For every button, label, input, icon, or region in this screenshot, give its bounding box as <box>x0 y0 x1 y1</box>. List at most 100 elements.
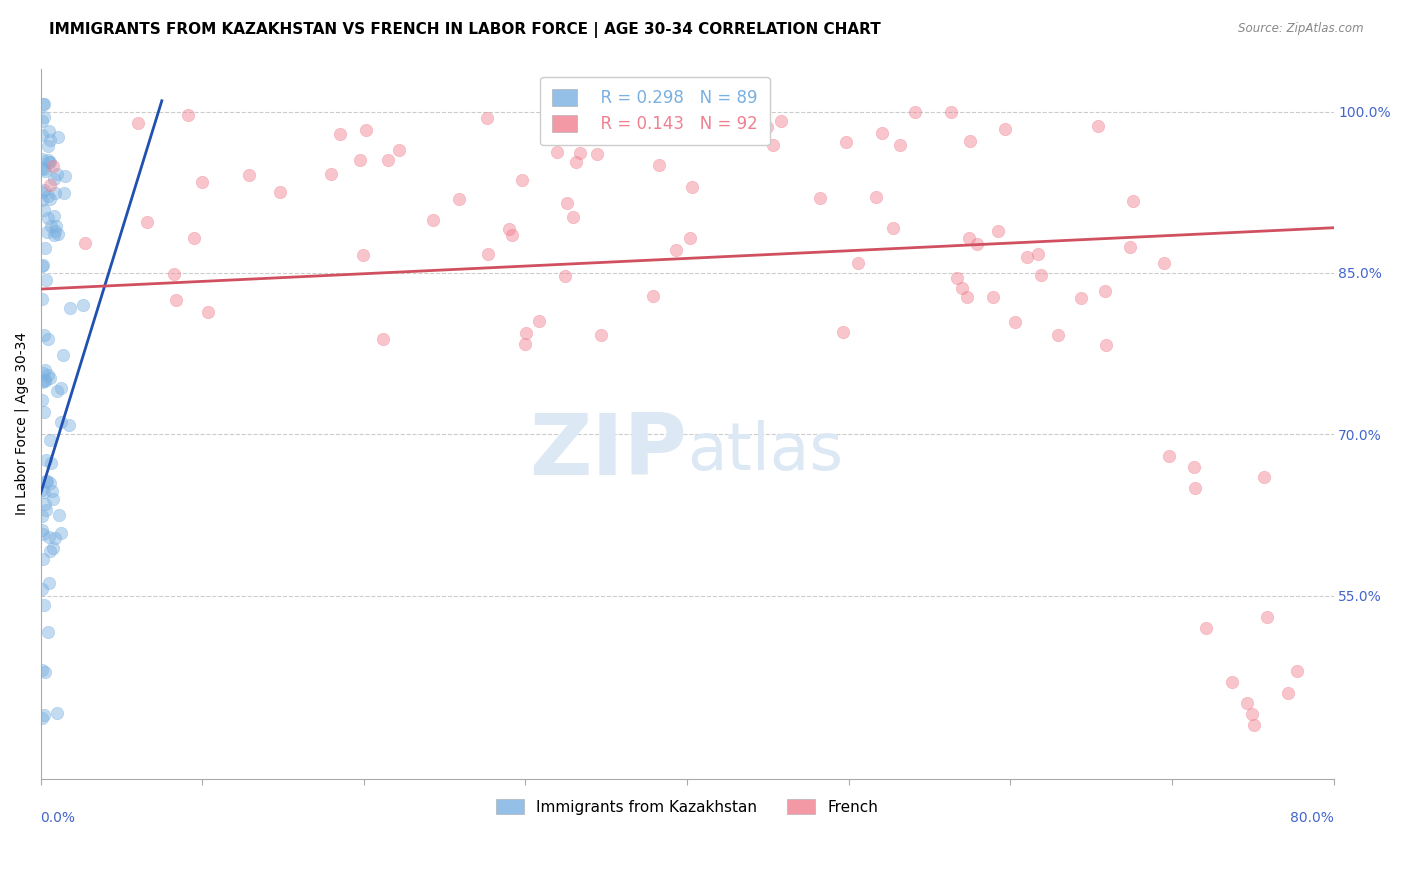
Point <box>52 348 75 362</box>
Point <box>1004 314 1026 328</box>
Point <box>422 213 444 227</box>
Point <box>994 122 1017 136</box>
Point <box>865 190 887 204</box>
Point <box>136 215 159 229</box>
Point <box>1236 696 1258 710</box>
Point <box>1256 610 1278 624</box>
Point <box>127 116 149 130</box>
Point <box>681 180 703 194</box>
Point <box>628 116 651 130</box>
Point <box>45 167 67 181</box>
Point <box>51 415 73 429</box>
Point <box>34 497 56 511</box>
Point <box>352 248 374 262</box>
Point <box>41 159 63 173</box>
Point <box>32 161 55 176</box>
Point <box>31 258 53 272</box>
Point <box>34 327 56 342</box>
Point <box>38 476 60 491</box>
Point <box>34 374 56 388</box>
Point <box>679 231 702 245</box>
Point <box>612 130 634 145</box>
Point <box>37 225 59 239</box>
Point <box>32 97 55 112</box>
Point <box>238 168 260 182</box>
Point <box>569 146 592 161</box>
Point <box>31 523 53 537</box>
Point <box>565 155 588 169</box>
Point <box>477 247 499 261</box>
Point <box>665 243 688 257</box>
Point <box>449 192 471 206</box>
Point <box>1087 120 1109 134</box>
Point <box>31 483 53 498</box>
Point <box>959 134 981 148</box>
Point <box>37 153 59 167</box>
Point <box>46 706 69 720</box>
Point <box>191 175 214 189</box>
Point <box>373 332 395 346</box>
Point <box>32 96 55 111</box>
Point <box>1122 194 1144 209</box>
Point <box>32 485 55 500</box>
Point <box>762 138 785 153</box>
Point <box>46 384 69 399</box>
Point <box>527 313 550 327</box>
Point <box>48 508 70 523</box>
Point <box>49 525 72 540</box>
Point <box>39 154 62 169</box>
Point <box>956 290 979 304</box>
Point <box>46 227 69 241</box>
Point <box>957 231 980 245</box>
Point <box>39 219 62 233</box>
Point <box>72 298 94 312</box>
Point <box>1029 268 1052 283</box>
Point <box>38 530 60 544</box>
Point <box>510 173 533 187</box>
Point <box>1094 285 1116 299</box>
Point <box>755 120 778 135</box>
Point <box>31 711 53 725</box>
Point <box>34 241 56 255</box>
Point <box>58 418 80 433</box>
Point <box>329 127 352 141</box>
Point <box>32 366 55 380</box>
Point <box>32 405 55 419</box>
Point <box>46 129 69 144</box>
Point <box>941 104 963 119</box>
Point <box>32 183 55 197</box>
Point <box>1046 328 1069 343</box>
Point <box>45 219 67 233</box>
Point <box>31 152 53 166</box>
Point <box>42 172 65 186</box>
Point <box>1017 250 1039 264</box>
Point <box>32 598 55 612</box>
Y-axis label: In Labor Force | Age 30-34: In Labor Force | Age 30-34 <box>15 332 30 515</box>
Point <box>52 186 75 201</box>
Point <box>34 164 56 178</box>
Point <box>1026 247 1049 261</box>
Point <box>835 135 858 149</box>
Point <box>1220 674 1243 689</box>
Text: IMMIGRANTS FROM KAZAKHSTAN VS FRENCH IN LABOR FORCE | AGE 30-34 CORRELATION CHAR: IMMIGRANTS FROM KAZAKHSTAN VS FRENCH IN … <box>49 22 882 38</box>
Point <box>889 137 911 152</box>
Point <box>501 227 523 242</box>
Point <box>589 327 612 342</box>
Point <box>31 259 53 273</box>
Point <box>648 158 671 172</box>
Point <box>41 456 63 470</box>
Point <box>32 202 55 217</box>
Text: 0.0%: 0.0% <box>41 811 76 824</box>
Point <box>981 290 1004 304</box>
Point <box>177 108 200 122</box>
Point <box>1070 291 1092 305</box>
Point <box>35 453 58 467</box>
Point <box>31 193 53 207</box>
Point <box>38 576 60 591</box>
Point <box>1277 685 1299 699</box>
Point <box>477 111 499 125</box>
Text: Source: ZipAtlas.com: Source: ZipAtlas.com <box>1239 22 1364 36</box>
Point <box>1157 449 1180 463</box>
Point <box>1153 256 1175 270</box>
Point <box>183 230 205 244</box>
